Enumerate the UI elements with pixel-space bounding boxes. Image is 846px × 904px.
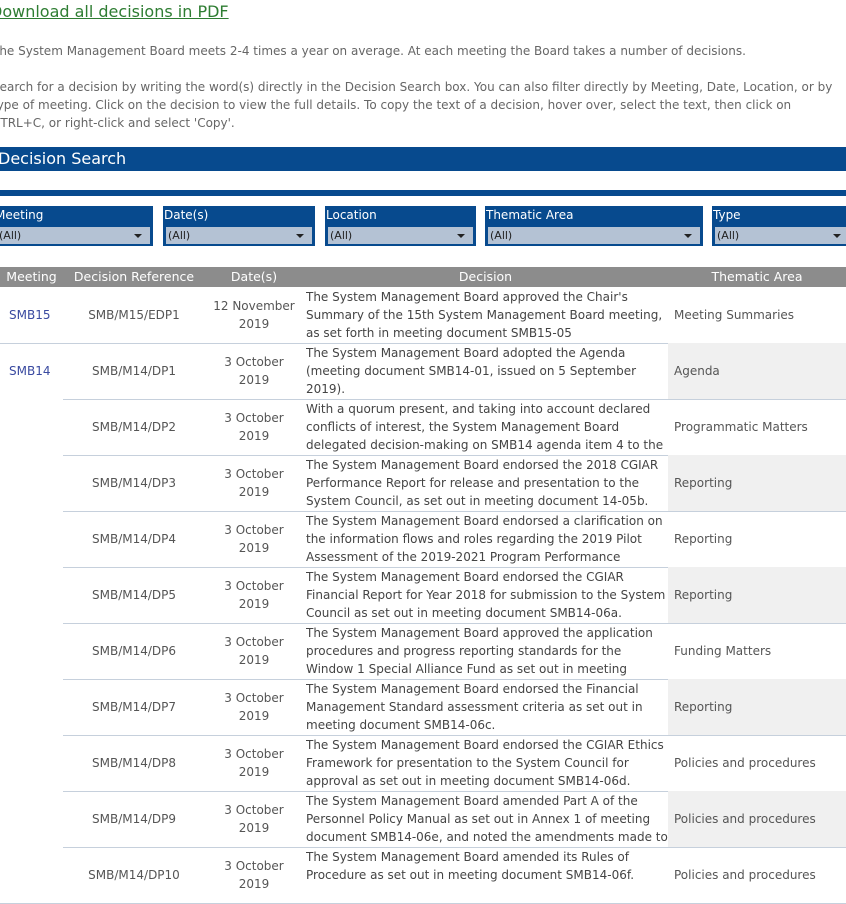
column-header: Decision <box>458 269 513 284</box>
search-bar <box>0 147 846 171</box>
date: 3 October 2019 <box>224 523 284 555</box>
row-separator <box>63 735 846 736</box>
row-separator <box>63 399 846 400</box>
table-header: Meeting Decision Reference Date(s) Decision… <box>0 267 846 287</box>
date: 3 October 2019 <box>224 355 284 387</box>
cell-shade <box>668 343 846 399</box>
thematic-area: Reporting <box>674 700 733 714</box>
cell-shade <box>668 679 846 735</box>
thematic-area: Reporting <box>674 476 733 490</box>
row-separator <box>63 455 846 456</box>
date: 3 October 2019 <box>224 859 284 891</box>
filter-dropdown[interactable]: (All) <box>488 227 700 244</box>
row-separator <box>63 679 846 680</box>
row-separator <box>63 511 846 512</box>
thematic-area: Policies and procedures <box>674 868 816 882</box>
column-header: Date(s) <box>230 269 278 284</box>
decision-text[interactable]: The System Management Board endorsed the… <box>306 738 664 788</box>
date: 3 October 2019 <box>224 579 284 611</box>
decision-text[interactable]: The System Management Board amended its … <box>306 850 635 882</box>
decision-reference: SMB/M14/DP4 <box>91 532 177 546</box>
thematic-area: Reporting <box>674 588 733 602</box>
column-header: Meeting <box>6 269 57 284</box>
date: 3 October 2019 <box>224 747 284 779</box>
intro-text: The System Management Board meets 2-4 ti… <box>0 44 746 58</box>
decision-reference: SMB/M15/EDP1 <box>88 308 180 322</box>
filter-label: Type <box>713 208 741 222</box>
thematic-area: Reporting <box>674 532 733 546</box>
decision-text[interactable]: The System Management Board approved the… <box>306 290 663 340</box>
meeting-link[interactable]: SMB14 <box>9 364 51 378</box>
thematic-area: Programmatic Matters <box>674 420 808 434</box>
meeting-link[interactable]: SMB15 <box>9 308 51 322</box>
decision-text[interactable]: The System Management Board adopted the … <box>306 346 637 396</box>
column-header: Thematic Area <box>711 269 803 284</box>
decision-reference: SMB/M14/DP7 <box>91 700 177 714</box>
decision-reference: SMB/M14/DP5 <box>91 588 177 602</box>
date: 3 October 2019 <box>224 411 284 443</box>
thematic-area: Policies and procedures <box>674 812 816 826</box>
decision-text[interactable]: With a quorum present, and taking into a… <box>306 402 664 452</box>
cell-shade <box>668 567 846 623</box>
thematic-area: Agenda <box>674 364 720 378</box>
filter-label: Date(s) <box>164 208 209 222</box>
filter: Meeting (All) <box>0 206 153 246</box>
decision-reference: SMB/M14/DP9 <box>91 812 177 826</box>
filter-label: Thematic Area <box>486 208 574 222</box>
row-separator <box>63 623 846 624</box>
date: 12 November 2019 <box>213 299 295 331</box>
row-separator <box>63 847 846 848</box>
decision-reference: SMB/M14/DP2 <box>91 420 177 434</box>
filter: Type (All) <box>712 206 846 246</box>
decision-text[interactable]: The System Management Board endorsed the… <box>306 570 666 620</box>
decision-reference: SMB/M14/DP6 <box>91 644 177 658</box>
filter-dropdown[interactable]: (All) <box>328 227 473 244</box>
row-separator <box>0 343 846 344</box>
filter-dropdown[interactable]: (All) <box>0 227 150 244</box>
instructions-text: Search for a decision by writing the wor… <box>0 80 833 130</box>
thematic-area: Meeting Summaries <box>674 308 795 322</box>
filter: Thematic Area (All) <box>485 206 703 246</box>
cell-shade <box>668 455 846 511</box>
divider <box>0 190 846 196</box>
pdf-link[interactable]: Download all decisions in PDF <box>0 2 229 21</box>
filter-dropdown[interactable]: (All) <box>715 227 846 244</box>
decision-reference: SMB/M14/DP1 <box>91 364 177 378</box>
decision-reference: SMB/M14/DP3 <box>91 476 177 490</box>
decision-text[interactable]: The System Management Board endorsed a c… <box>306 514 663 564</box>
decision-text[interactable]: The System Management Board endorsed the… <box>306 458 659 508</box>
decision-reference: SMB/M14/DP10 <box>88 868 180 882</box>
row-separator <box>63 567 846 568</box>
decision-text[interactable]: The System Management Board amended Part… <box>306 794 668 844</box>
filter-label: Meeting <box>0 208 44 222</box>
decision-reference: SMB/M14/DP8 <box>91 756 177 770</box>
filter: Date(s) (All) <box>163 206 315 246</box>
decision-text[interactable]: The System Management Board approved the… <box>306 626 653 676</box>
filter-label: Location <box>326 208 377 222</box>
date: 3 October 2019 <box>224 803 284 835</box>
thematic-area: Policies and procedures <box>674 756 816 770</box>
date: 3 October 2019 <box>224 467 284 499</box>
cell-shade <box>668 791 846 847</box>
thematic-area: Funding Matters <box>674 644 772 658</box>
decision-text[interactable]: The System Management Board endorsed the… <box>306 682 643 732</box>
date: 3 October 2019 <box>224 691 284 723</box>
filter-dropdown[interactable]: (All) <box>166 227 312 244</box>
date: 3 October 2019 <box>224 635 284 667</box>
row-separator <box>63 791 846 792</box>
column-header: Decision Reference <box>73 269 195 284</box>
search-title: Decision Search <box>0 149 127 168</box>
filter: Location (All) <box>325 206 476 246</box>
